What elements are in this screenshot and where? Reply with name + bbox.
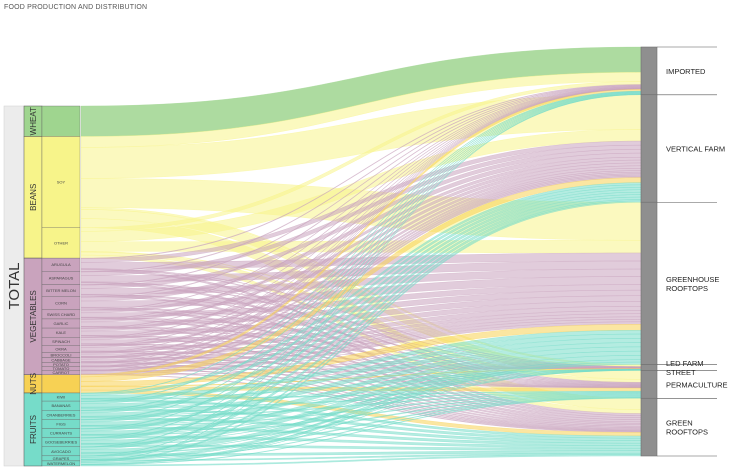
category-label-fruits: FRUITS — [29, 415, 38, 444]
item-label-broccoli: BROCCOLI — [51, 352, 72, 357]
dest-label-led-farm-street: STREET — [666, 368, 696, 377]
dest-label-vertical-farm: VERTICAL FARM — [666, 145, 725, 154]
item-label-swiss-chard: SWISS CHARD — [47, 312, 75, 317]
item-label-other: OTHER — [54, 240, 68, 245]
item-label-grapes: GRAPES — [53, 456, 70, 461]
item-label-asparagus: ASPARAGUS — [49, 275, 74, 280]
item-label-tomato: TOMATO — [53, 366, 70, 371]
dest-label-imported: IMPORTED — [666, 67, 706, 76]
item-label-arugula: ARUGULA — [51, 262, 71, 267]
flow-links — [80, 46, 642, 467]
item-label-cranberries: CRANBERRIES — [47, 412, 76, 417]
item-label-avocado: AVOCADO — [51, 449, 71, 454]
dest-node-led-farm-street — [640, 364, 658, 371]
item-node-soy — [41, 136, 81, 228]
dest-label-green-rooftops: ROOFTOPS — [666, 428, 708, 437]
dest-node-green-rooftops — [640, 397, 658, 457]
item-label-kale: KALE — [56, 330, 67, 335]
dest-node-vertical-farm — [640, 94, 658, 203]
item-label-soy: SOY — [57, 180, 66, 185]
dest-node-imported — [640, 46, 658, 96]
dest-label-permaculture: PERMACULTURE — [666, 380, 728, 389]
dest-label-greenhouse-rooftops: ROOFTOPS — [666, 284, 708, 293]
category-label-vegetables: VEGETABLES — [29, 290, 38, 342]
dest-label-green-rooftops: GREEN — [666, 419, 693, 428]
item-label-spinach: SPINACH — [52, 339, 70, 344]
dest-node-permaculture — [640, 370, 658, 399]
item-node-other — [41, 227, 81, 259]
category-label-nuts: NUTS — [29, 373, 38, 395]
item-label-cabbage: CABBAGE — [51, 358, 71, 363]
dest-label-greenhouse-rooftops: GREENHOUSE — [666, 275, 719, 284]
item-node-wheat — [41, 105, 81, 137]
item-node-watermelon — [41, 460, 81, 467]
item-label-kiwi: KIWI — [57, 395, 66, 400]
item-label-carrot: CARROT — [53, 370, 70, 375]
chart-title: FOOD PRODUCTION AND DISTRIBUTION — [4, 4, 147, 11]
item-node-nuts — [41, 374, 81, 394]
item-label-garlic: GARLIC — [54, 321, 69, 326]
item-label-bitter-melon: BITTER MELON — [46, 288, 76, 293]
item-label-watermelon: WATERMELON — [47, 461, 75, 466]
item-label-bananas: BANANAS — [51, 403, 70, 408]
item-label-potato: POTATO — [53, 362, 69, 367]
item-label-corn: CORN — [55, 301, 67, 306]
dest-node-greenhouse-rooftops — [640, 201, 658, 365]
nodes — [3, 46, 717, 467]
item-label-okra: OKRA — [55, 346, 67, 351]
category-label-beans: BEANS — [29, 184, 38, 211]
category-label-wheat: WHEAT — [29, 107, 38, 135]
total-label: TOTAL — [6, 263, 23, 310]
item-label-gooseberries: GOOSEBERRIES — [45, 440, 78, 445]
item-label-figs: FIGS — [56, 421, 66, 426]
item-label-currants: CURRANTS — [50, 431, 73, 436]
dest-label-led-farm-street: LED FARM — [666, 359, 704, 368]
